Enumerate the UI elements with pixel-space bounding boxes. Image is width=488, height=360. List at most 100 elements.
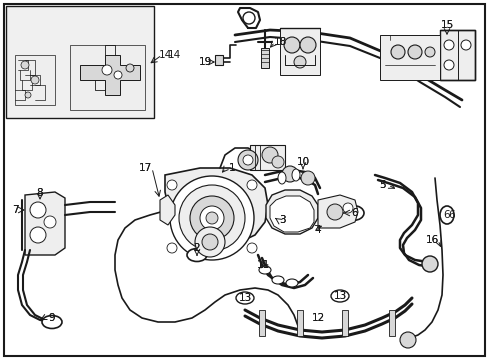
Circle shape [293, 56, 305, 68]
Polygon shape [317, 195, 357, 228]
Text: 5: 5 [379, 180, 386, 190]
Circle shape [443, 60, 453, 70]
Text: 10: 10 [296, 157, 309, 167]
Ellipse shape [278, 172, 285, 184]
Text: 15: 15 [440, 20, 453, 30]
Circle shape [246, 243, 257, 253]
Text: 7: 7 [12, 205, 18, 215]
Circle shape [30, 202, 46, 218]
Text: 4: 4 [314, 225, 321, 235]
Circle shape [390, 45, 404, 59]
Text: 18: 18 [273, 37, 286, 47]
Text: 11: 11 [256, 260, 269, 270]
Text: 8: 8 [37, 188, 43, 198]
Text: 12: 12 [311, 313, 324, 323]
Text: 16: 16 [425, 235, 438, 245]
Circle shape [421, 256, 437, 272]
Ellipse shape [236, 292, 253, 304]
Bar [261, 48, 268, 68]
Circle shape [179, 185, 244, 251]
Circle shape [282, 166, 297, 182]
Text: 13: 13 [333, 291, 346, 301]
Circle shape [326, 204, 342, 220]
Circle shape [238, 150, 258, 170]
Text: 14: 14 [158, 50, 171, 60]
Circle shape [243, 12, 254, 24]
Polygon shape [379, 35, 439, 80]
Ellipse shape [259, 266, 270, 274]
Polygon shape [25, 192, 65, 255]
Polygon shape [80, 55, 140, 95]
Circle shape [167, 243, 177, 253]
Text: 5: 5 [379, 180, 386, 190]
Text: 2: 2 [193, 243, 200, 253]
Ellipse shape [285, 279, 297, 287]
Circle shape [126, 64, 134, 72]
Text: 4: 4 [314, 225, 321, 235]
Bar [341, 310, 347, 336]
Text: 1: 1 [228, 163, 235, 173]
Ellipse shape [42, 315, 62, 328]
Circle shape [460, 40, 470, 50]
Bar [296, 310, 303, 336]
Text: 7: 7 [12, 205, 18, 215]
Circle shape [399, 332, 415, 348]
Circle shape [443, 40, 453, 50]
Text: 19: 19 [198, 57, 211, 67]
Text: 13: 13 [238, 293, 251, 303]
Bar [388, 310, 394, 336]
Polygon shape [70, 45, 145, 110]
Circle shape [246, 180, 257, 190]
Text: 16: 16 [425, 235, 438, 245]
Circle shape [284, 37, 299, 53]
Text: 13: 13 [333, 291, 346, 301]
Circle shape [271, 156, 284, 168]
Circle shape [190, 196, 234, 240]
Polygon shape [164, 168, 267, 245]
Bar [259, 310, 264, 336]
Circle shape [262, 147, 278, 163]
Circle shape [102, 65, 112, 75]
Text: 6: 6 [443, 210, 449, 220]
Text: 2: 2 [193, 243, 200, 253]
Text: 6: 6 [448, 210, 454, 220]
Text: 11: 11 [256, 260, 269, 270]
Text: 17: 17 [138, 163, 151, 173]
Polygon shape [15, 55, 55, 105]
Circle shape [31, 76, 39, 84]
Text: 12: 12 [311, 313, 324, 323]
Polygon shape [160, 195, 175, 225]
Circle shape [195, 227, 224, 257]
Bar [215, 55, 223, 65]
Ellipse shape [291, 169, 299, 181]
Bar [249, 145, 285, 170]
Ellipse shape [330, 290, 348, 302]
Text: 13: 13 [238, 293, 251, 303]
Circle shape [30, 227, 46, 243]
Text: 9: 9 [49, 313, 55, 323]
Text: 6: 6 [351, 208, 358, 218]
Circle shape [114, 71, 122, 79]
Ellipse shape [186, 248, 206, 261]
Text: 15: 15 [440, 20, 453, 30]
Circle shape [407, 45, 421, 59]
Circle shape [170, 176, 253, 260]
Bar [439, 30, 474, 80]
Text: 8: 8 [37, 188, 43, 198]
Circle shape [342, 203, 352, 213]
Circle shape [299, 37, 315, 53]
Polygon shape [269, 196, 313, 232]
Circle shape [301, 171, 314, 185]
Circle shape [44, 216, 56, 228]
Circle shape [205, 212, 218, 224]
Text: 6: 6 [351, 208, 358, 218]
Circle shape [167, 180, 177, 190]
Ellipse shape [341, 206, 363, 220]
Circle shape [21, 61, 29, 69]
Text: 17: 17 [138, 163, 151, 173]
Text: 10: 10 [296, 157, 309, 167]
Text: 14: 14 [167, 50, 180, 60]
Text: 19: 19 [198, 57, 211, 67]
Circle shape [202, 234, 218, 250]
Text: 9: 9 [49, 313, 55, 323]
